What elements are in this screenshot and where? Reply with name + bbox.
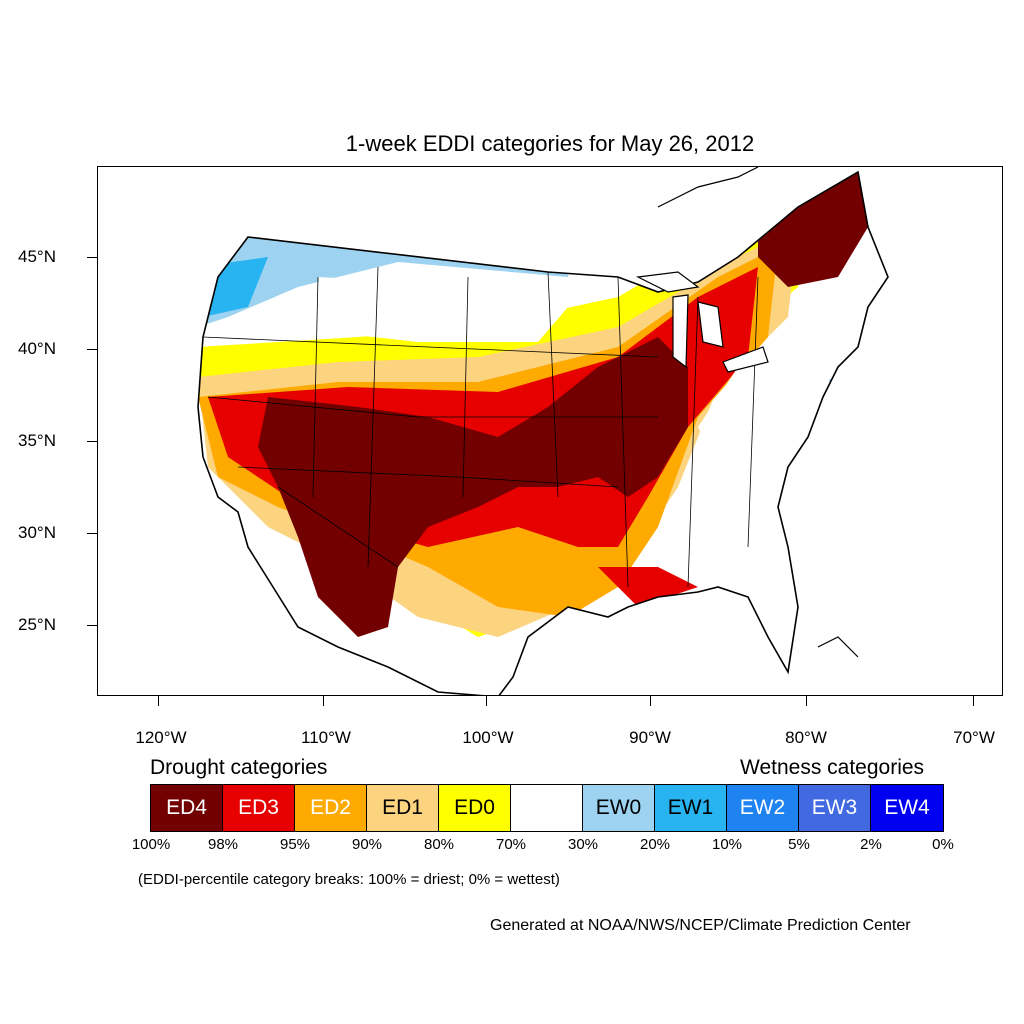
lat-tick-45 [87,257,97,258]
legend-swatch-ed1: ED1 [367,785,439,831]
map-title: 1-week EDDI categories for May 26, 2012 [345,131,755,156]
bahamas [817,636,859,658]
legend-break-label: 20% [639,836,671,853]
lon-tick-70 [973,696,974,706]
legend-break-label: 5% [788,836,810,853]
legend-break-label: 0% [932,836,954,853]
drought-heading: Drought categories [150,756,328,779]
legend-break-label: 98% [207,836,239,853]
coastline [197,170,889,695]
legend-swatch-ew0: EW0 [583,785,655,831]
state-borders [202,266,759,588]
credit-line: Generated at NOAA/NWS/NCEP/Climate Predi… [490,917,911,934]
legend-break-label: 95% [279,836,311,853]
lat-label-35: 35°N [18,431,56,450]
legend-swatch-ed4: ED4 [151,785,223,831]
lat-label-30: 30°N [18,523,56,542]
canada-coast [657,167,759,208]
lon-label-90: 90°W [629,728,671,747]
legend-swatch-ed3: ED3 [223,785,295,831]
lon-label-100: 100°W [462,728,514,747]
legend-break-label: 80% [423,836,455,853]
lon-label-120: 120°W [135,728,187,747]
legend-swatch-ew1: EW1 [655,785,727,831]
lat-tick-40 [87,349,97,350]
legend-break-label: 2% [860,836,882,853]
legend-swatch-ew4: EW4 [871,785,943,831]
legend-swatch-ew2: EW2 [727,785,799,831]
lon-tick-110 [323,696,324,706]
lat-tick-35 [87,441,97,442]
lon-tick-90 [650,696,651,706]
lat-label-40: 40°N [18,339,56,358]
great-lakes [635,271,769,373]
lat-tick-25 [87,625,97,626]
wetness-heading: Wetness categories [740,756,925,779]
legend-break-label: 100% [131,836,171,853]
legend-swatch-neutral [511,785,583,831]
legend-break-label: 90% [351,836,383,853]
legend-note: (EDDI-percentile category breaks: 100% =… [138,871,560,888]
lon-tick-100 [486,696,487,706]
legend-bar: ED4 ED3 ED2 ED1 ED0 EW0 EW1 EW2 EW3 EW4 [150,784,944,832]
lon-tick-80 [806,696,807,706]
legend-swatch-ed0: ED0 [439,785,511,831]
lon-label-80: 80°W [785,728,827,747]
legend-break-label: 70% [495,836,527,853]
legend-swatch-ed2: ED2 [295,785,367,831]
legend-swatch-ew3: EW3 [799,785,871,831]
lat-tick-30 [87,533,97,534]
lat-label-25: 25°N [18,615,56,634]
legend-break-label: 10% [711,836,743,853]
legend-break-label: 30% [567,836,599,853]
eddi-map [197,167,889,695]
lat-label-45: 45°N [18,247,56,266]
lon-tick-120 [158,696,159,706]
eddi-shading [198,172,868,637]
map-panel [97,166,1003,696]
lon-label-70: 70°W [953,728,995,747]
lon-label-110: 110°W [301,728,351,747]
